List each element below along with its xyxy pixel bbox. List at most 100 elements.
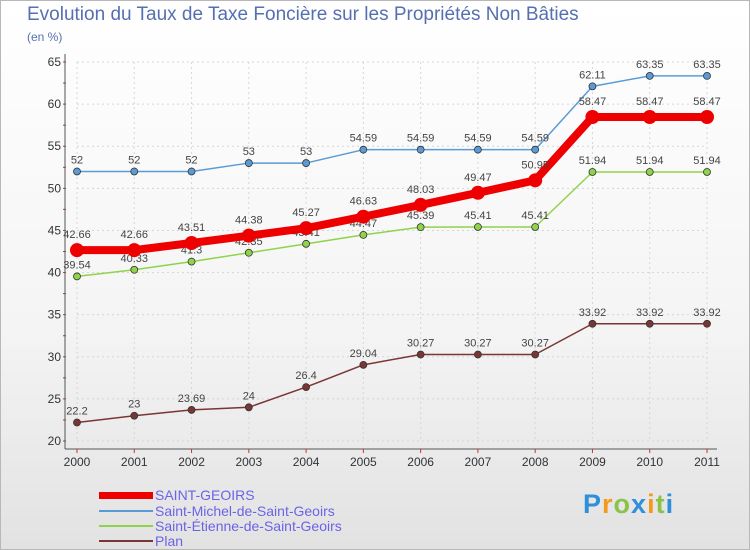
series-line-saint-tienne-de-saint-geoirs xyxy=(76,171,707,278)
proxiti-logo: Proxiti xyxy=(583,489,674,520)
data-label: 54.59 xyxy=(521,133,549,145)
data-point xyxy=(703,319,711,328)
x-tick-label: 2003 xyxy=(235,455,262,469)
series-line-saint-michel-de-saint-geoirs xyxy=(77,75,707,173)
data-point xyxy=(73,418,81,427)
data-point xyxy=(531,145,540,154)
y-tick-label: 50 xyxy=(48,181,62,195)
x-tick-label: 2004 xyxy=(293,455,320,469)
data-point xyxy=(703,71,711,80)
x-tick-label: 2005 xyxy=(350,455,377,469)
data-label: 30.27 xyxy=(464,338,492,350)
data-point xyxy=(299,221,314,236)
data-point xyxy=(416,223,425,232)
data-label: 58.47 xyxy=(636,96,664,108)
data-label: 49.47 xyxy=(464,172,492,184)
data-point xyxy=(356,209,371,224)
data-label: 33.92 xyxy=(579,307,607,319)
legend-swatch xyxy=(99,491,153,499)
y-tick-label: 25 xyxy=(48,392,62,406)
data-label: 33.92 xyxy=(636,307,664,319)
data-point xyxy=(474,145,482,154)
data-label: 24 xyxy=(243,390,255,402)
data-point xyxy=(302,239,310,248)
data-label: 63.35 xyxy=(693,59,721,71)
data-label: 23.69 xyxy=(178,393,206,405)
data-point xyxy=(241,228,256,243)
data-point xyxy=(585,109,600,124)
data-label: 54.59 xyxy=(350,133,378,145)
data-point xyxy=(700,109,714,124)
legend-item-saint-geoirs: SAINT-GEOIRS xyxy=(99,487,255,503)
data-label: 30.27 xyxy=(407,338,435,350)
data-label: 43.51 xyxy=(178,222,206,234)
y-tick-label: 20 xyxy=(48,434,62,448)
data-label: 62.11 xyxy=(579,69,606,81)
x-tick-label: 2010 xyxy=(636,455,663,469)
data-point xyxy=(474,350,482,359)
data-point xyxy=(703,168,711,176)
y-tick-label: 30 xyxy=(48,350,62,364)
data-label: 58.47 xyxy=(579,96,607,108)
data-point xyxy=(184,235,199,250)
data-point xyxy=(470,185,485,200)
data-label: 46.63 xyxy=(350,196,378,208)
x-tick-label: 2002 xyxy=(178,455,205,469)
y-tick-label: 35 xyxy=(48,308,62,322)
data-point xyxy=(645,319,654,328)
data-label: 54.59 xyxy=(464,133,492,145)
data-point xyxy=(244,403,253,412)
x-tick-label: 2007 xyxy=(465,455,492,469)
legend-item-saint-etienne: Saint-Étienne-de-Saint-Geoirs xyxy=(99,518,342,534)
x-tick-label: 2001 xyxy=(121,455,148,469)
legend-label: Saint-Michel-de-Saint-Geoirs xyxy=(155,503,335,519)
data-label: 51.94 xyxy=(579,155,607,167)
data-label: 22.2 xyxy=(66,405,87,417)
data-label: 44.38 xyxy=(235,215,263,227)
data-label: 51.94 xyxy=(636,155,664,167)
logo-letter: i xyxy=(647,489,656,519)
data-point xyxy=(244,159,253,167)
data-point xyxy=(130,265,139,274)
data-label: 50.95 xyxy=(521,159,549,171)
data-point xyxy=(416,350,425,359)
data-point xyxy=(645,71,654,80)
y-tick-label: 55 xyxy=(48,139,62,153)
data-point xyxy=(130,167,139,176)
data-point xyxy=(130,411,139,420)
data-point xyxy=(416,145,425,154)
data-label: 54.59 xyxy=(407,133,435,145)
x-tick-label: 2000 xyxy=(64,455,91,469)
data-point xyxy=(73,272,81,281)
data-label: 51.94 xyxy=(693,155,721,167)
legend-label: SAINT-GEOIRS xyxy=(155,487,255,503)
data-label: 30.27 xyxy=(521,338,549,350)
data-label: 53 xyxy=(300,146,312,158)
x-tick-label: 2011 xyxy=(694,455,720,469)
data-point xyxy=(187,257,196,266)
data-point xyxy=(588,168,597,176)
data-label: 42.66 xyxy=(63,229,91,241)
data-label: 45.41 xyxy=(464,210,492,222)
data-label: 40.33 xyxy=(121,253,149,265)
legend-swatch xyxy=(99,525,153,527)
x-tick-label: 2008 xyxy=(522,455,549,469)
data-label: 26.4 xyxy=(295,370,316,382)
series-line-plan xyxy=(76,323,707,424)
data-point xyxy=(302,159,310,167)
data-label: 58.47 xyxy=(693,96,721,108)
y-tick-label: 65 xyxy=(48,55,62,69)
data-label: 42.66 xyxy=(121,229,149,241)
data-label: 45.39 xyxy=(407,210,435,222)
chart-title: Evolution du Taux de Taxe Foncière sur l… xyxy=(27,4,579,25)
data-point xyxy=(359,231,368,239)
data-point xyxy=(187,167,196,176)
data-label: 52 xyxy=(128,154,140,166)
data-point xyxy=(359,145,368,154)
logo-letter: r xyxy=(602,489,614,519)
data-point xyxy=(531,350,540,359)
logo-letter: o xyxy=(613,489,632,519)
chart-subtitle: (en %) xyxy=(27,30,63,44)
y-tick-label: 45 xyxy=(48,223,62,237)
